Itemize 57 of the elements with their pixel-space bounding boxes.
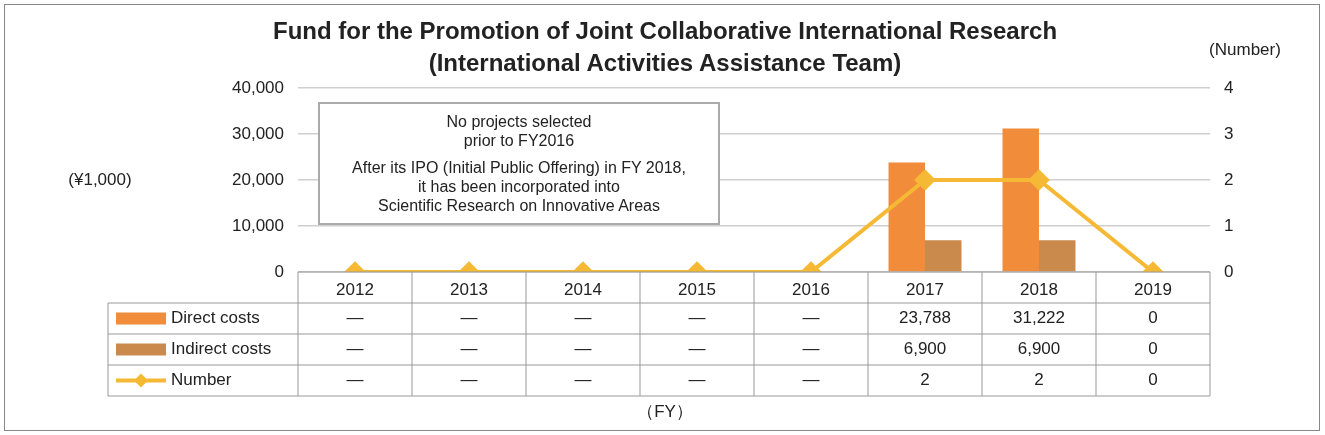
text: —	[574, 308, 592, 328]
text: (¥1,000)	[67, 170, 133, 190]
text: —	[346, 308, 364, 328]
data-label: 0	[1148, 339, 1158, 359]
text: —	[802, 339, 820, 359]
x-tick-label: 2013	[450, 279, 488, 299]
text: （FY）	[636, 401, 694, 423]
legend-label: Direct costs	[171, 308, 260, 328]
bar	[1002, 128, 1039, 272]
data-label: —	[460, 370, 478, 390]
text: —	[460, 339, 478, 359]
y-tick-label: 40,000	[232, 77, 284, 97]
text: —	[346, 339, 364, 359]
x-tick-label: 2012	[336, 279, 374, 299]
legend-label: Number	[171, 370, 232, 390]
y-tick-label: 30,000	[232, 123, 284, 143]
data-label: 2	[920, 370, 930, 390]
bar	[1039, 240, 1076, 272]
x-tick-label: 2014	[564, 279, 602, 299]
x-tick-label: 2017	[906, 279, 944, 299]
text: —	[460, 308, 478, 328]
y-tick-label: 10,000	[232, 215, 284, 235]
text: —	[802, 308, 820, 328]
data-label: —	[574, 370, 592, 390]
x-tick-label: 2015	[678, 279, 716, 299]
note-box: No projects selected prior to FY2016 After its IPO (Initial Public Offering) in FY 2018, it has been incorporated into Scientific Research on Innovative Areas	[318, 102, 720, 225]
data-label: 6,900	[903, 339, 947, 359]
y2-tick-label: 4	[1224, 77, 1234, 97]
data-label: 6,900	[1017, 339, 1061, 359]
chart-subtitle: (International Activities Assistance Team)	[428, 48, 902, 76]
annotation: After its IPO (Initial Public Offering) in FY 2018, it has been incorporated into Scientific Research on Innovative Areas	[351, 158, 687, 215]
bar	[888, 162, 925, 272]
data-label: 0	[1148, 308, 1158, 328]
annotation: No projects selected prior to FY2016	[445, 112, 593, 150]
legend-label: Indirect costs	[171, 339, 272, 359]
data-label: 31,222	[1013, 308, 1065, 328]
chart-title: Fund for the Promotion of Joint Collaborative International Research	[272, 16, 1058, 44]
text: —	[688, 339, 706, 359]
y-tick-label: 0	[274, 261, 284, 281]
y2-tick-label: 0	[1224, 261, 1234, 281]
text: —	[574, 339, 592, 359]
data-label: —	[688, 370, 706, 390]
x-tick-label: 2016	[792, 279, 830, 299]
y2-axis-title: (Number)	[1209, 39, 1281, 59]
y2-tick-label: 3	[1224, 123, 1234, 143]
data-label: —	[346, 370, 364, 390]
data-label: 2	[1034, 370, 1044, 390]
data-label: 23,788	[899, 308, 951, 328]
data-label: —	[802, 370, 820, 390]
y-tick-label: 20,000	[232, 169, 284, 189]
x-tick-label: 2019	[1134, 279, 1172, 299]
y2-tick-label: 1	[1224, 215, 1234, 235]
data-label: 0	[1148, 370, 1158, 390]
text: —	[688, 308, 706, 328]
bar	[925, 240, 962, 272]
x-tick-label: 2018	[1020, 279, 1058, 299]
y2-tick-label: 2	[1224, 169, 1234, 189]
